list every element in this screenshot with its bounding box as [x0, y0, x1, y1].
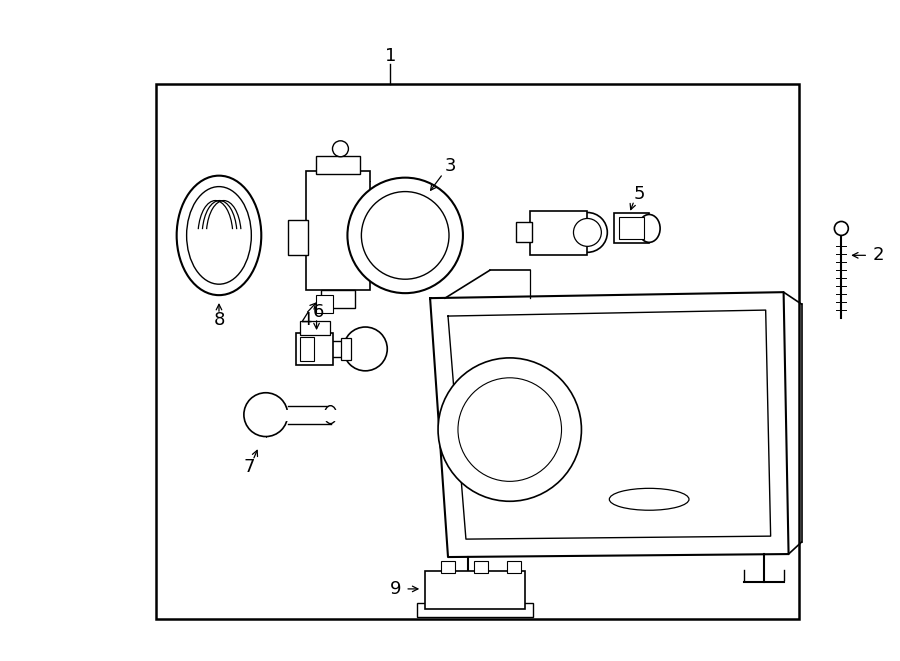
Circle shape: [347, 178, 463, 293]
Bar: [341, 338, 351, 360]
Bar: [288, 221, 308, 255]
Text: 6: 6: [313, 303, 324, 321]
Circle shape: [458, 378, 562, 481]
Bar: [417, 603, 533, 617]
Text: 9: 9: [390, 580, 401, 598]
Bar: [441, 561, 455, 573]
Bar: [316, 295, 334, 313]
Text: 5: 5: [634, 184, 645, 202]
Bar: [306, 171, 370, 290]
Ellipse shape: [638, 214, 660, 243]
Bar: [425, 571, 525, 609]
Ellipse shape: [834, 221, 849, 235]
Bar: [296, 333, 334, 365]
Circle shape: [362, 192, 449, 279]
Text: 8: 8: [213, 311, 225, 329]
Text: 3: 3: [445, 157, 455, 175]
Circle shape: [573, 219, 601, 247]
Circle shape: [244, 393, 288, 436]
Ellipse shape: [176, 176, 261, 295]
Text: 1: 1: [384, 47, 396, 65]
Text: 7: 7: [243, 459, 255, 477]
Ellipse shape: [609, 488, 689, 510]
Text: 4: 4: [300, 311, 311, 329]
Circle shape: [332, 141, 348, 157]
Bar: [530, 210, 588, 255]
Bar: [615, 214, 649, 243]
Bar: [516, 223, 532, 243]
Bar: [507, 561, 521, 573]
Text: 2: 2: [872, 247, 884, 264]
Bar: [619, 217, 644, 239]
Circle shape: [344, 327, 387, 371]
Bar: [157, 84, 798, 619]
Bar: [316, 156, 360, 174]
Bar: [300, 321, 329, 335]
Ellipse shape: [325, 406, 337, 424]
Ellipse shape: [186, 186, 251, 284]
Circle shape: [438, 358, 581, 501]
Circle shape: [568, 212, 608, 253]
Bar: [300, 337, 313, 361]
Bar: [474, 561, 488, 573]
Bar: [320, 290, 356, 308]
